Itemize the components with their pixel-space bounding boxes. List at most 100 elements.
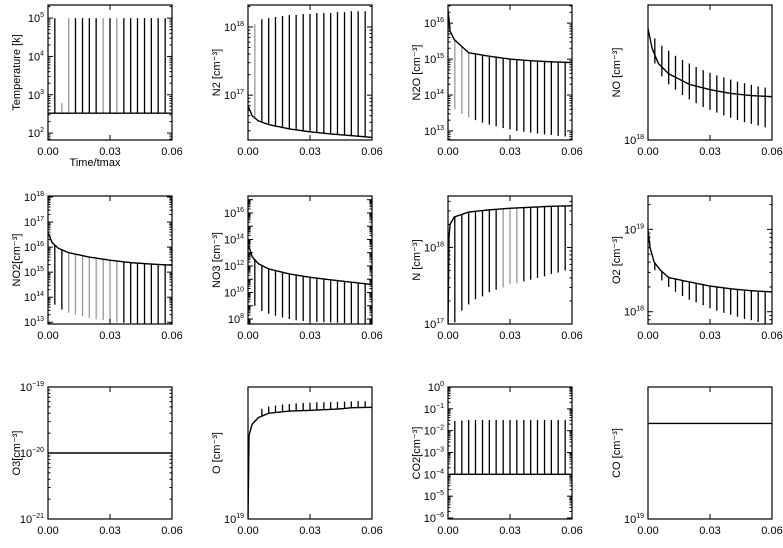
x-tick-label: 0.03 [299,146,320,158]
plot-area [248,11,372,139]
x-tick-label: 0.06 [761,146,782,158]
tick-exponent: 19 [636,223,644,230]
y-tick-label: 10−2 [424,425,444,438]
y-tick-label: 100 [428,381,444,394]
tick-base: 10 [624,224,636,236]
tick-base: 10 [24,292,36,304]
x-tick-label: 0.00 [37,146,58,158]
tick-base: 10 [20,382,32,394]
tick-base: 10 [24,267,36,279]
tick-base: 10 [424,319,436,331]
x-tick-label: 0.00 [37,330,58,342]
x-tick-label: 0.06 [361,330,382,342]
data-curve [448,205,572,324]
x-tick-label: 0.00 [437,525,458,537]
tick-exponent: 17 [36,216,44,223]
plot-area [648,229,772,324]
tick-base: 10 [28,90,40,102]
tick-base: 10 [20,448,32,460]
x-tick-label: 0.00 [437,330,458,342]
data-curve [48,231,172,266]
tick-exponent: −1 [436,403,444,410]
tick-exponent: 19 [636,513,644,520]
y-axis-label: O3[cm⁻³] [11,431,23,476]
tick-base: 10 [424,404,436,416]
x-tick-label: 0.00 [637,525,658,537]
tick-base: 10 [24,317,36,329]
tick-base: 10 [624,514,636,526]
x-tick-label: 0.06 [161,330,182,342]
x-tick-label: 0.06 [161,525,182,537]
tick-base: 10 [224,234,236,246]
data-curve [648,229,772,293]
tick-base: 10 [424,18,436,30]
tick-exponent: 8 [240,313,244,320]
tick-base: 10 [224,90,236,102]
x-tick-label: 0.06 [761,330,782,342]
y-tick-label: 10−20 [20,447,44,460]
x-tick-label: 0.03 [99,330,120,342]
y-tick-label: 10−6 [424,512,444,525]
tick-base: 10 [24,242,36,254]
tick-exponent: 4 [40,50,44,57]
tick-exponent: 2 [40,127,44,134]
plot-area [648,28,772,128]
tick-exponent: −19 [32,381,44,388]
tick-base: 10 [624,307,636,319]
plot-area [248,401,372,519]
tick-exponent: −20 [32,447,44,454]
y-tick-label: 1018 [24,191,44,204]
x-tick-label: 0.06 [361,146,382,158]
x-tick-label: 0.03 [299,330,320,342]
x-tick-label: 0.00 [237,146,258,158]
y-axis-label: NO2[cm⁻³] [11,234,23,287]
plot-area [448,205,572,324]
x-tick-label: 0.00 [637,330,658,342]
y-tick-label: 1018 [624,306,644,319]
y-tick-label: 1017 [24,216,44,229]
tick-exponent: 12 [236,260,244,267]
y-tick-label: 1018 [224,21,244,34]
y-tick-label: 1018 [624,134,644,147]
tick-exponent: 0 [440,381,444,388]
y-axis-label: N2 [cm⁻³] [211,49,223,96]
x-tick-label: 0.06 [561,146,582,158]
tick-base: 10 [224,261,236,273]
y-tick-label: 1014 [424,89,444,102]
x-tick-label: 0.03 [699,525,720,537]
tick-exponent: 14 [436,89,444,96]
x-tick-label: 0.03 [499,525,520,537]
subplot-4: 0.00 0.03 0.06101310141015101610171018NO2[… [11,191,183,342]
tick-exponent: 17 [436,318,444,325]
y-tick-label: 1019 [624,513,644,526]
tick-base: 10 [28,51,40,63]
x-tick-label: 0.00 [437,146,458,158]
y-tick-label: 104 [28,50,44,63]
tick-exponent: 13 [36,316,44,323]
x-tick-label: 0.06 [161,146,182,158]
tick-base: 10 [428,382,440,394]
data-curve [248,406,372,519]
tick-exponent: 18 [436,241,444,248]
tick-base: 10 [228,314,240,326]
tick-exponent: 14 [36,291,44,298]
tick-base: 10 [424,491,436,503]
x-tick-label: 0.06 [361,525,382,537]
y-tick-label: 108 [228,313,244,326]
x-tick-label: 0.06 [561,525,582,537]
plot-area [48,231,172,324]
x-tick-label: 0.03 [699,146,720,158]
y-axis-label: Temperature [k] [11,34,23,110]
y-tick-label: 102 [28,127,44,140]
x-tick-label: 0.06 [561,330,582,342]
plot-area [448,419,572,476]
x-tick-label: 0.03 [499,146,520,158]
y-tick-label: 1019 [224,513,244,526]
subplot-11: 0.00 0.03 0.06 1019 CO [cm⁻³] [611,386,783,537]
y-tick-label: 10−1 [424,403,444,416]
tick-exponent: 14 [236,233,244,240]
